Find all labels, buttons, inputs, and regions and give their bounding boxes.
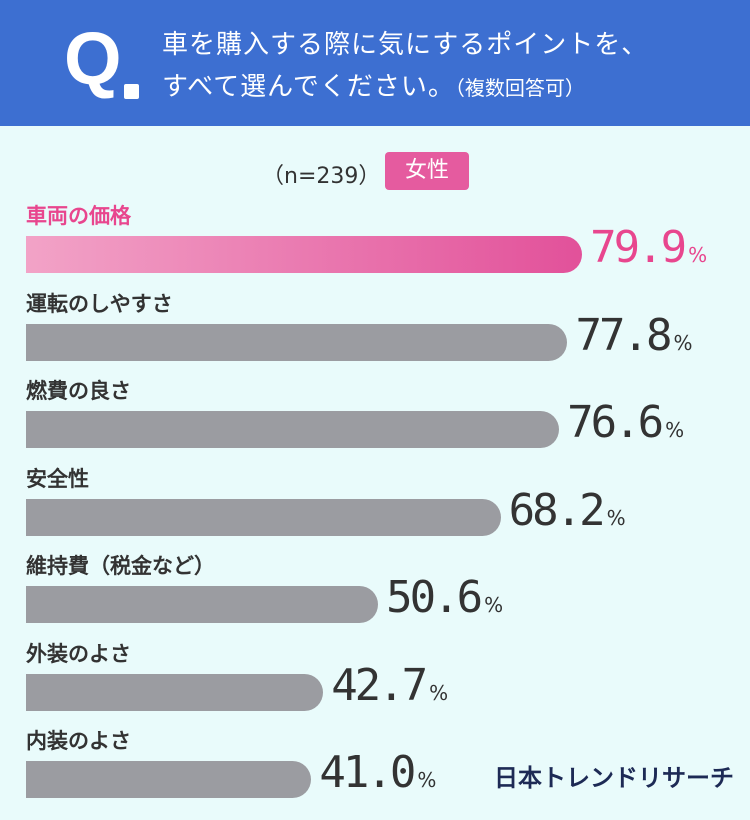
bar-value-label: 42.7% [331,660,448,711]
bar-value-label: 41.0% [319,747,436,798]
bar [26,323,568,361]
bar-value-label: 79.9% [590,222,707,273]
gender-badge: 女性 [385,152,469,190]
bar [26,236,583,273]
bar-value-unit: % [417,768,437,792]
bar [26,498,501,536]
sample-size: （n=239） [262,164,381,189]
bar-value-unit: % [429,680,449,705]
question-header: Q 車を購入する際に気にするポイントを、 すべて選んでください。（複数回答可） [0,0,750,126]
bar-label: 燃費の良さ [26,379,131,403]
bar [26,586,379,623]
bar-value-number: 41.0 [319,747,416,798]
bar-label: 維持費（税金など） [26,554,215,578]
bar-label: 内装のよさ [26,729,131,753]
question-line-2-main: すべて選んでください。 [162,72,455,102]
question-line-2: すべて選んでください。（複数回答可） [162,66,585,103]
bar-value-number: 50.6 [386,572,483,623]
question-mark: Q [64,17,122,100]
bar [26,673,324,711]
question-line-1: 車を購入する際に気にするポイントを、 [162,30,649,60]
bar-value-number: 79.9 [590,222,687,273]
bar [26,761,312,798]
bar-value-label: 76.6% [567,397,684,448]
bar-label: 外装のよさ [26,641,131,666]
bar [26,411,560,448]
bar-value-number: 76.6 [567,397,664,448]
bar-value-label: 68.2% [509,485,626,536]
bar-value-label: 50.6% [386,572,503,623]
bar-value-number: 42.7 [331,659,428,711]
bar-value-label: 77.8% [575,310,692,361]
question-dot [124,84,139,99]
bar-value-number: 77.8 [575,309,672,361]
bar-value-number: 68.2 [508,484,606,536]
bar-value-unit: % [665,418,685,442]
bar-value-unit: % [484,593,504,617]
brand-logo: 日本トレンドリサーチ [494,764,734,792]
bar-value-unit: % [673,330,693,355]
bar-value-unit: % [688,243,708,267]
bar-label: 安全性 [26,466,89,491]
bar-value-unit: % [606,505,626,530]
question-line-2-note: （複数回答可） [454,76,585,100]
bar-label: 車両の価格 [26,204,131,228]
bar-label: 運転のしやすさ [26,291,173,316]
